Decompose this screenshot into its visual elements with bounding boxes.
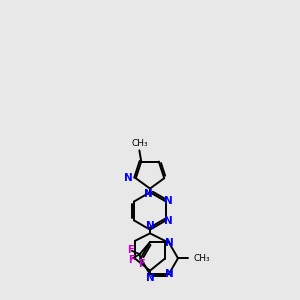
Text: F: F	[127, 245, 133, 255]
Text: N: N	[124, 173, 133, 183]
Text: N: N	[165, 238, 174, 248]
Text: N: N	[164, 196, 173, 206]
Text: CH₃: CH₃	[131, 139, 148, 148]
Text: F: F	[138, 259, 145, 269]
Text: N: N	[165, 269, 174, 279]
Text: N: N	[144, 190, 152, 200]
Text: N: N	[146, 221, 154, 231]
Text: N: N	[146, 273, 154, 283]
Text: N: N	[164, 216, 173, 226]
Text: CH₃: CH₃	[194, 254, 210, 263]
Text: F: F	[128, 255, 135, 265]
